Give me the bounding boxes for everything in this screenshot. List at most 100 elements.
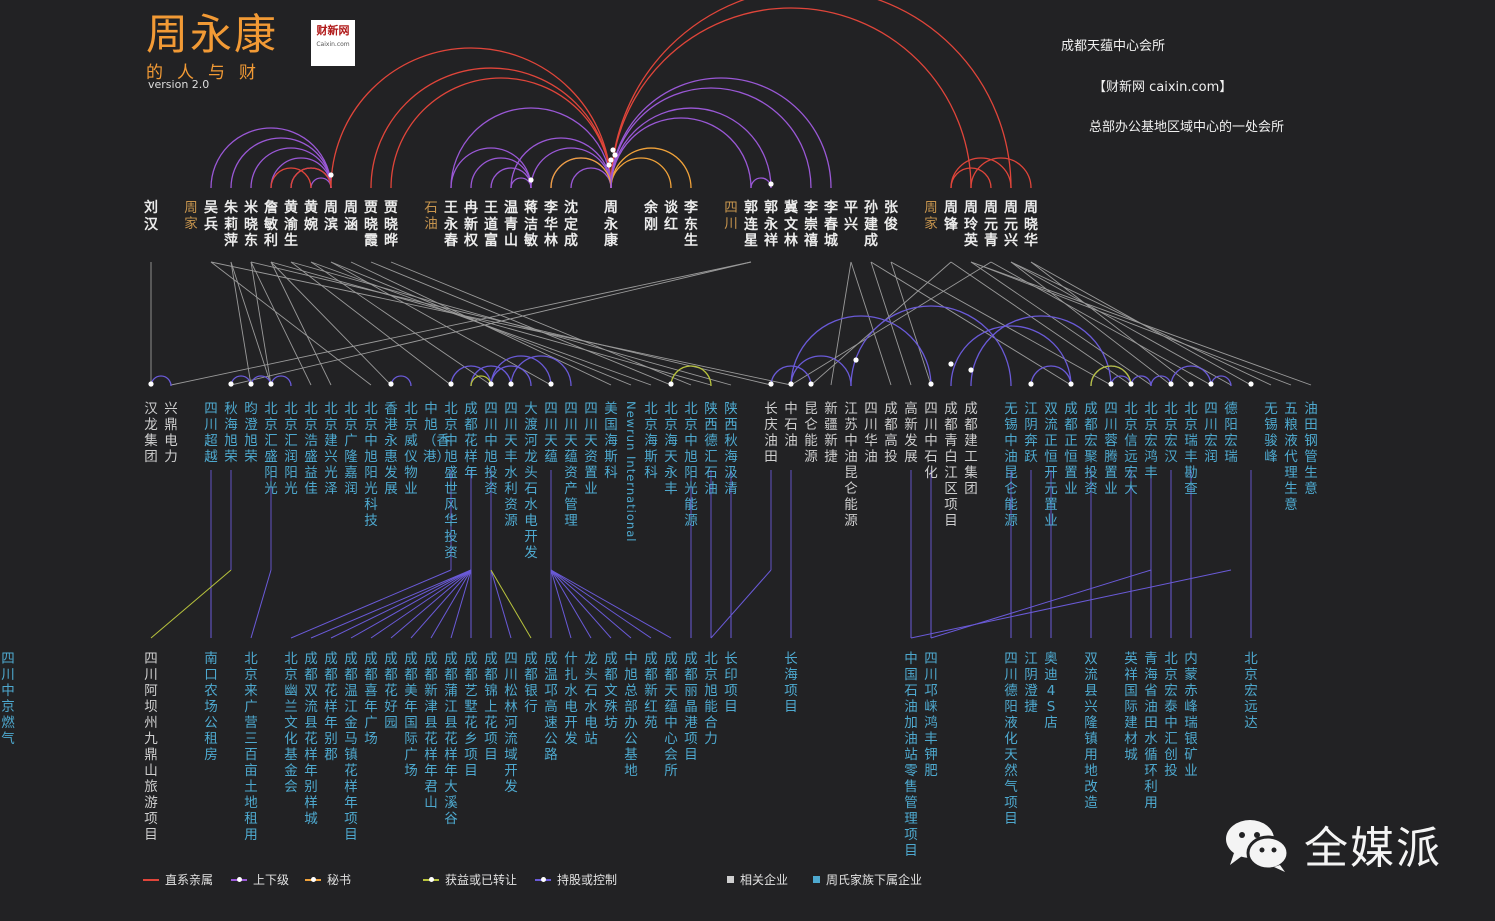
person-label-10: 贾晓霞: [364, 200, 378, 249]
connector-line-36: [970, 261, 1152, 386]
company-label-44: 成都宏聚投资: [1084, 401, 1098, 497]
person-label-19: 沈定成: [564, 200, 578, 249]
project-label-5: 成都花样年别郡: [324, 651, 338, 763]
company-label-0: 汉龙集团: [144, 401, 158, 465]
connector-line-26: [970, 261, 1292, 386]
direct-arc-wide-1: [370, 67, 612, 189]
connector-line-28: [1030, 261, 1252, 386]
mid-right-arc-2: [790, 315, 932, 387]
mid-small-arc-3: [390, 375, 412, 387]
direct-arc-son: [330, 47, 612, 189]
company-label-46: 北京信远宏大: [1124, 401, 1138, 497]
project-label-25: 长印项目: [724, 651, 738, 715]
connector-line-14: [210, 261, 792, 386]
caixin-logo[interactable]: 财新网 Caixin.com: [311, 20, 355, 66]
connector-line-24: [890, 261, 932, 386]
person-label-33: 周家: [924, 200, 938, 232]
legend-item-5: 相关企业: [727, 871, 788, 888]
zhou-sub-arc-2: [570, 167, 612, 189]
oil-arc-0: [450, 147, 532, 189]
bottom-connector-19: [550, 569, 612, 639]
mid-dot-14: [928, 381, 934, 387]
zhou-sub-arc-3: [510, 137, 612, 189]
mid-dot-18: [1068, 381, 1074, 387]
person-label-11: 贾晓晔: [384, 200, 398, 249]
person-label-2: 吴兵: [204, 200, 218, 233]
mid-right-arc-4: [950, 325, 1072, 387]
project-label-6: 成都温江金马镇花样年项目: [344, 651, 358, 843]
legend: 直系亲属 上下级 秘书 获益或已转让 持股或控制 相关企业 周氏家族下属企业: [0, 871, 1000, 889]
bottom-connector-2: [250, 569, 272, 639]
company-label-2: 四川超越: [204, 401, 218, 465]
person-label-38: 周晓华: [1024, 200, 1038, 249]
direct-arc-small-1: [290, 167, 332, 189]
logo-sub-text: Caixin.com: [316, 41, 350, 48]
bottom-connector-3: [290, 569, 452, 639]
logo-main-text: 财新网: [316, 24, 350, 37]
subordinate-arc-2: [250, 147, 332, 189]
person-label-21: 余刚: [644, 200, 658, 233]
project-label-26: 长海项目: [784, 651, 798, 715]
legend-item-2: 秘书: [305, 871, 351, 888]
sichuan-small-arc: [750, 177, 772, 189]
project-label-32: 双流县兴隆镇用地改造: [1084, 651, 1098, 811]
company-label-40: 无锡中油昆仑能源: [1004, 401, 1018, 529]
mid-dot-8: [548, 381, 554, 387]
company-label-36: 高新发展: [904, 401, 918, 465]
company-label-29: 长庆油田: [764, 401, 778, 465]
connector-line-2: [230, 261, 252, 386]
company-label-17: 四川天丰水利资源: [504, 401, 518, 529]
zx-arc-3: [510, 355, 572, 387]
project-label-20: 中旭总部办公基地: [624, 651, 638, 779]
mid-dot-4: [388, 381, 394, 387]
bottom-connector-17: [550, 569, 572, 639]
company-label-18: 大渡河龙头石水电开发: [524, 401, 538, 561]
project-label-10: 成都新津县花样年君山: [424, 651, 438, 811]
project-label-23: 成都丽晶港项目: [684, 651, 698, 763]
mid-right-arc-10: [1210, 375, 1232, 387]
mid-dot-9: [668, 381, 674, 387]
connector-line-33: [870, 261, 1072, 386]
connector-line-38: [1030, 261, 1192, 386]
zx-arc-1: [470, 365, 512, 387]
direct-arc-fam-a: [950, 167, 992, 189]
connector-line-5: [250, 261, 312, 386]
person-label-17: 蒋洁敏: [524, 200, 538, 249]
zx-arc-0: [450, 365, 492, 387]
company-label-6: 北京汇润阳光: [284, 401, 298, 497]
bottom-connector-6: [350, 569, 472, 639]
connector-line-30: [990, 261, 1212, 386]
wechat-icon: [1222, 815, 1292, 873]
connector-line-22: [850, 261, 892, 386]
main-title: 周永康: [146, 10, 279, 59]
person-label-1: 周家: [184, 200, 198, 232]
project-label-14: 四川松林河流域开发: [504, 651, 518, 795]
person-label-28: 李崇禧: [804, 200, 818, 249]
mid-right-arc-6: [1110, 375, 1132, 387]
company-label-38: 成都青白江区项目: [944, 401, 958, 529]
person-label-14: 冉新权: [464, 200, 478, 249]
project-label-13: 成都锦上花项目: [484, 651, 498, 763]
connector-line-20: [230, 261, 752, 386]
bottom-connector-21: [550, 569, 652, 639]
mid-dot-3: [268, 381, 274, 387]
connector-line-31: [790, 261, 992, 386]
connector-line-34: [890, 261, 1112, 386]
mid-dot-19: [1108, 381, 1114, 387]
person-label-13: 王永春: [444, 200, 458, 249]
person-label-23: 李东生: [684, 200, 698, 249]
direct-arc-family-2: [610, 0, 1012, 189]
bottom-connector-5: [330, 569, 472, 639]
company-label-14: 北京中旭盛世风华投资: [444, 401, 458, 561]
company-label-50: 四川宏润: [1204, 401, 1218, 465]
legend-item-3: 获益或已转让: [423, 871, 517, 888]
person-label-27: 冀文林: [784, 200, 798, 249]
mid-dot-23: [1208, 381, 1214, 387]
bottom-connector-20: [550, 569, 632, 639]
company-label-27: 陕西德汇石油: [704, 401, 718, 497]
transfer-arc-right: [1090, 365, 1132, 387]
sichuan-arc-0: [610, 117, 752, 189]
node-dot-2: [528, 177, 534, 183]
sichuan-arc-3: [610, 77, 832, 189]
company-label-12: 北京威仪物业: [404, 401, 418, 497]
